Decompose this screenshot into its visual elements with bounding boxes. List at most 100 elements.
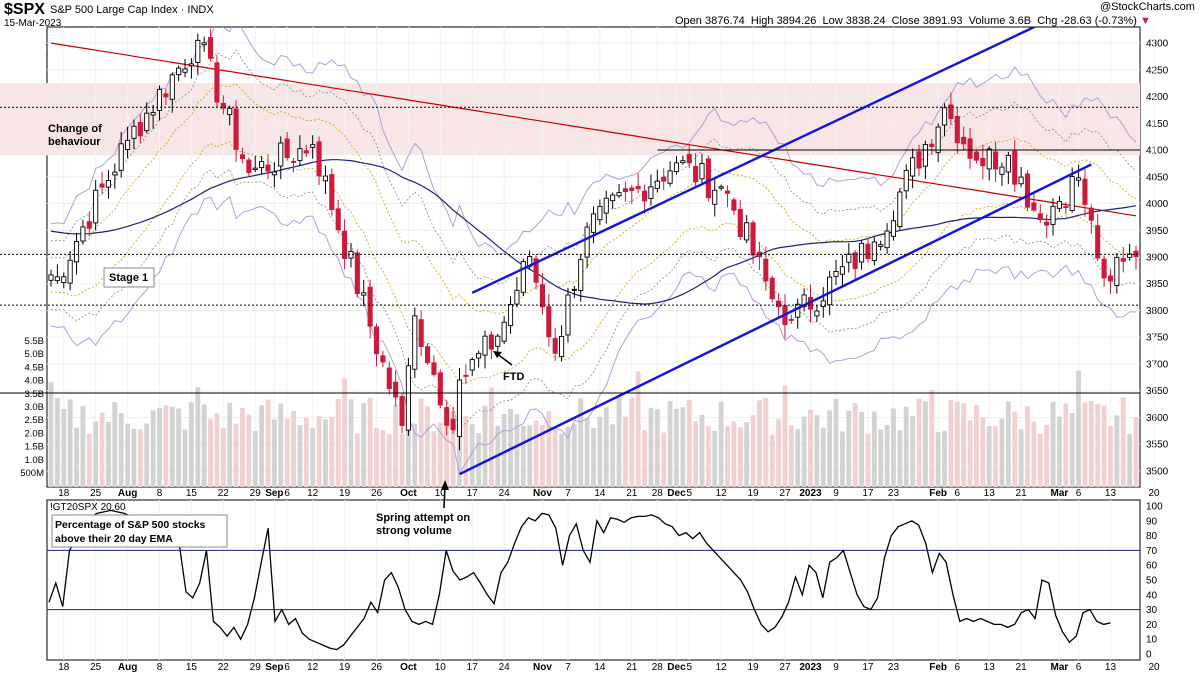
volume-bar: [680, 407, 686, 487]
index-dot: ·: [180, 4, 185, 16]
volume-bar: [540, 424, 545, 487]
x-tick-label-bottom: 19: [339, 662, 351, 673]
candle-body: [967, 138, 973, 159]
price-tick-label: 4200: [1146, 92, 1169, 103]
volume-bar: [425, 406, 430, 487]
candle-body: [1095, 225, 1101, 259]
indicator-label-line2: above their 20 day EMA: [55, 533, 173, 545]
candle-body: [897, 191, 903, 227]
candle-body: [418, 319, 424, 347]
candle-body: [833, 271, 839, 277]
candle-body: [412, 315, 418, 370]
x-tick-label: 28: [652, 488, 664, 499]
volume-bar: [1031, 421, 1037, 487]
candle-body: [195, 39, 201, 64]
x-tick-label: 21: [626, 488, 638, 499]
volume-label: Volume: [968, 15, 1006, 27]
volume-bar: [737, 427, 743, 487]
volume-bar: [622, 416, 628, 487]
volume-tick-label: 500M: [20, 468, 44, 479]
volume-bar: [910, 416, 916, 487]
x-tick-label: 2023: [799, 488, 822, 499]
candle-body: [188, 63, 194, 67]
indicator-title: !GT20SPX 20.60: [50, 502, 126, 513]
volume-bar: [942, 430, 947, 487]
candle-body: [603, 197, 609, 214]
volume-bar: [1005, 401, 1011, 487]
candle-body: [1107, 275, 1114, 282]
candle-body: [214, 62, 220, 103]
volume-bar: [603, 407, 609, 487]
price-tick-label: 3650: [1146, 386, 1169, 397]
annotation-change-line1: Change of: [48, 123, 102, 135]
x-tick-label-bottom: 22: [218, 662, 230, 673]
ind-tick-label: 50: [1146, 576, 1158, 587]
candle-body: [105, 180, 111, 188]
keltner-1-upper: [50, 83, 1137, 315]
volume-bar: [884, 424, 890, 487]
x-tick-label-bottom: Nov: [533, 662, 552, 673]
volume-bar: [1114, 415, 1120, 487]
volume-bar: [533, 420, 539, 487]
volume-bar: [929, 389, 935, 487]
candle-body: [776, 300, 782, 308]
volume-tick-label: 5.0B: [24, 349, 44, 360]
volume-bar: [763, 398, 769, 487]
ohlc-readout: Open 3876.74 High 3894.26 Low 3838.24 Cl…: [675, 15, 1151, 27]
volume-bar: [578, 398, 584, 487]
ind-tick-label: 30: [1146, 605, 1158, 616]
volume-bar: [476, 432, 482, 487]
candle-body: [533, 258, 539, 283]
candle-body: [993, 151, 999, 170]
volume-bar: [246, 414, 252, 487]
volume-bar: [846, 410, 852, 487]
volume-bar: [99, 412, 105, 487]
volume-bar: [201, 404, 207, 487]
candle-body: [310, 144, 316, 148]
candle-body: [839, 266, 845, 275]
channel-line: [458, 163, 1092, 476]
volume-bar: [769, 434, 775, 487]
volume-bar: [986, 426, 992, 487]
ind-tick-label: 100: [1146, 502, 1163, 513]
candle-body: [86, 221, 92, 229]
volume-bar: [916, 398, 922, 487]
volume-bar: [444, 423, 450, 487]
candle-body: [354, 252, 360, 294]
candle-body: [501, 321, 507, 342]
candle-body: [1037, 213, 1043, 221]
x-tick-label: 12: [716, 488, 728, 499]
volume-bar: [788, 425, 794, 487]
volume-bar: [220, 427, 226, 487]
candle-body: [176, 67, 182, 76]
volume-bar: [686, 399, 692, 487]
annotation-ftd: FTD: [503, 371, 524, 383]
candle-body: [731, 199, 737, 211]
volume-bar: [380, 430, 386, 487]
volume-bar: [699, 414, 705, 487]
candle-body: [373, 326, 380, 355]
volume-bar: [610, 424, 616, 487]
volume-bar: [157, 407, 162, 487]
x-tick-label: 6: [284, 488, 290, 499]
x-tick-label: 6: [955, 488, 961, 499]
volume-bar: [629, 397, 635, 487]
candle-body: [622, 188, 628, 193]
ma50-line: [50, 159, 1137, 305]
x-tick-label-bottom: 14: [594, 662, 606, 673]
candle-body: [814, 310, 820, 317]
watermark: @StockCharts.com: [1100, 1, 1195, 13]
exchange: INDX: [187, 4, 214, 16]
x-tick-label-bottom: 21: [1016, 662, 1028, 673]
volume-bar: [176, 408, 182, 487]
x-tick-label-bottom: 26: [371, 662, 383, 673]
candle-body: [1056, 200, 1062, 209]
volume-bar: [61, 409, 67, 487]
candle-body: [469, 359, 475, 371]
ind-tick-label: 80: [1146, 531, 1158, 542]
volume-bar: [450, 411, 456, 487]
x-tick-label: 7: [565, 488, 571, 499]
candle-body: [99, 183, 105, 188]
volume-bar: [278, 403, 284, 487]
volume-bar: [354, 433, 360, 487]
